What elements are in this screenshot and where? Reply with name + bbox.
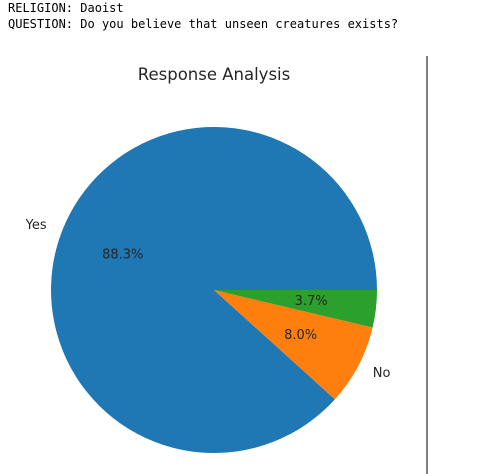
pie-slice-2 [214, 290, 377, 328]
question-label: QUESTION: [8, 17, 74, 31]
slice-label-0: Yes [25, 218, 47, 233]
slice-percent-2: 3.7% [295, 294, 328, 309]
pie-slices [51, 126, 378, 453]
pie-labels: Yes 88.3% No 8.0% 3.7% [25, 218, 391, 381]
question-line: QUESTION: Do you believe that unseen cre… [8, 17, 398, 32]
religion-value: Daoist [80, 1, 124, 15]
religion-line: RELIGION: Daoist [8, 1, 124, 16]
slice-label-1: No [373, 366, 391, 381]
pie-slice-0 [51, 126, 378, 453]
slice-percent-0: 88.3% [102, 247, 143, 262]
pie-slice-1 [214, 290, 373, 400]
slice-percent-1: 8.0% [284, 328, 317, 343]
religion-label: RELIGION: [8, 1, 74, 15]
chart-title: Response Analysis [138, 65, 290, 84]
question-value: Do you believe that unseen creatures exi… [80, 17, 399, 31]
